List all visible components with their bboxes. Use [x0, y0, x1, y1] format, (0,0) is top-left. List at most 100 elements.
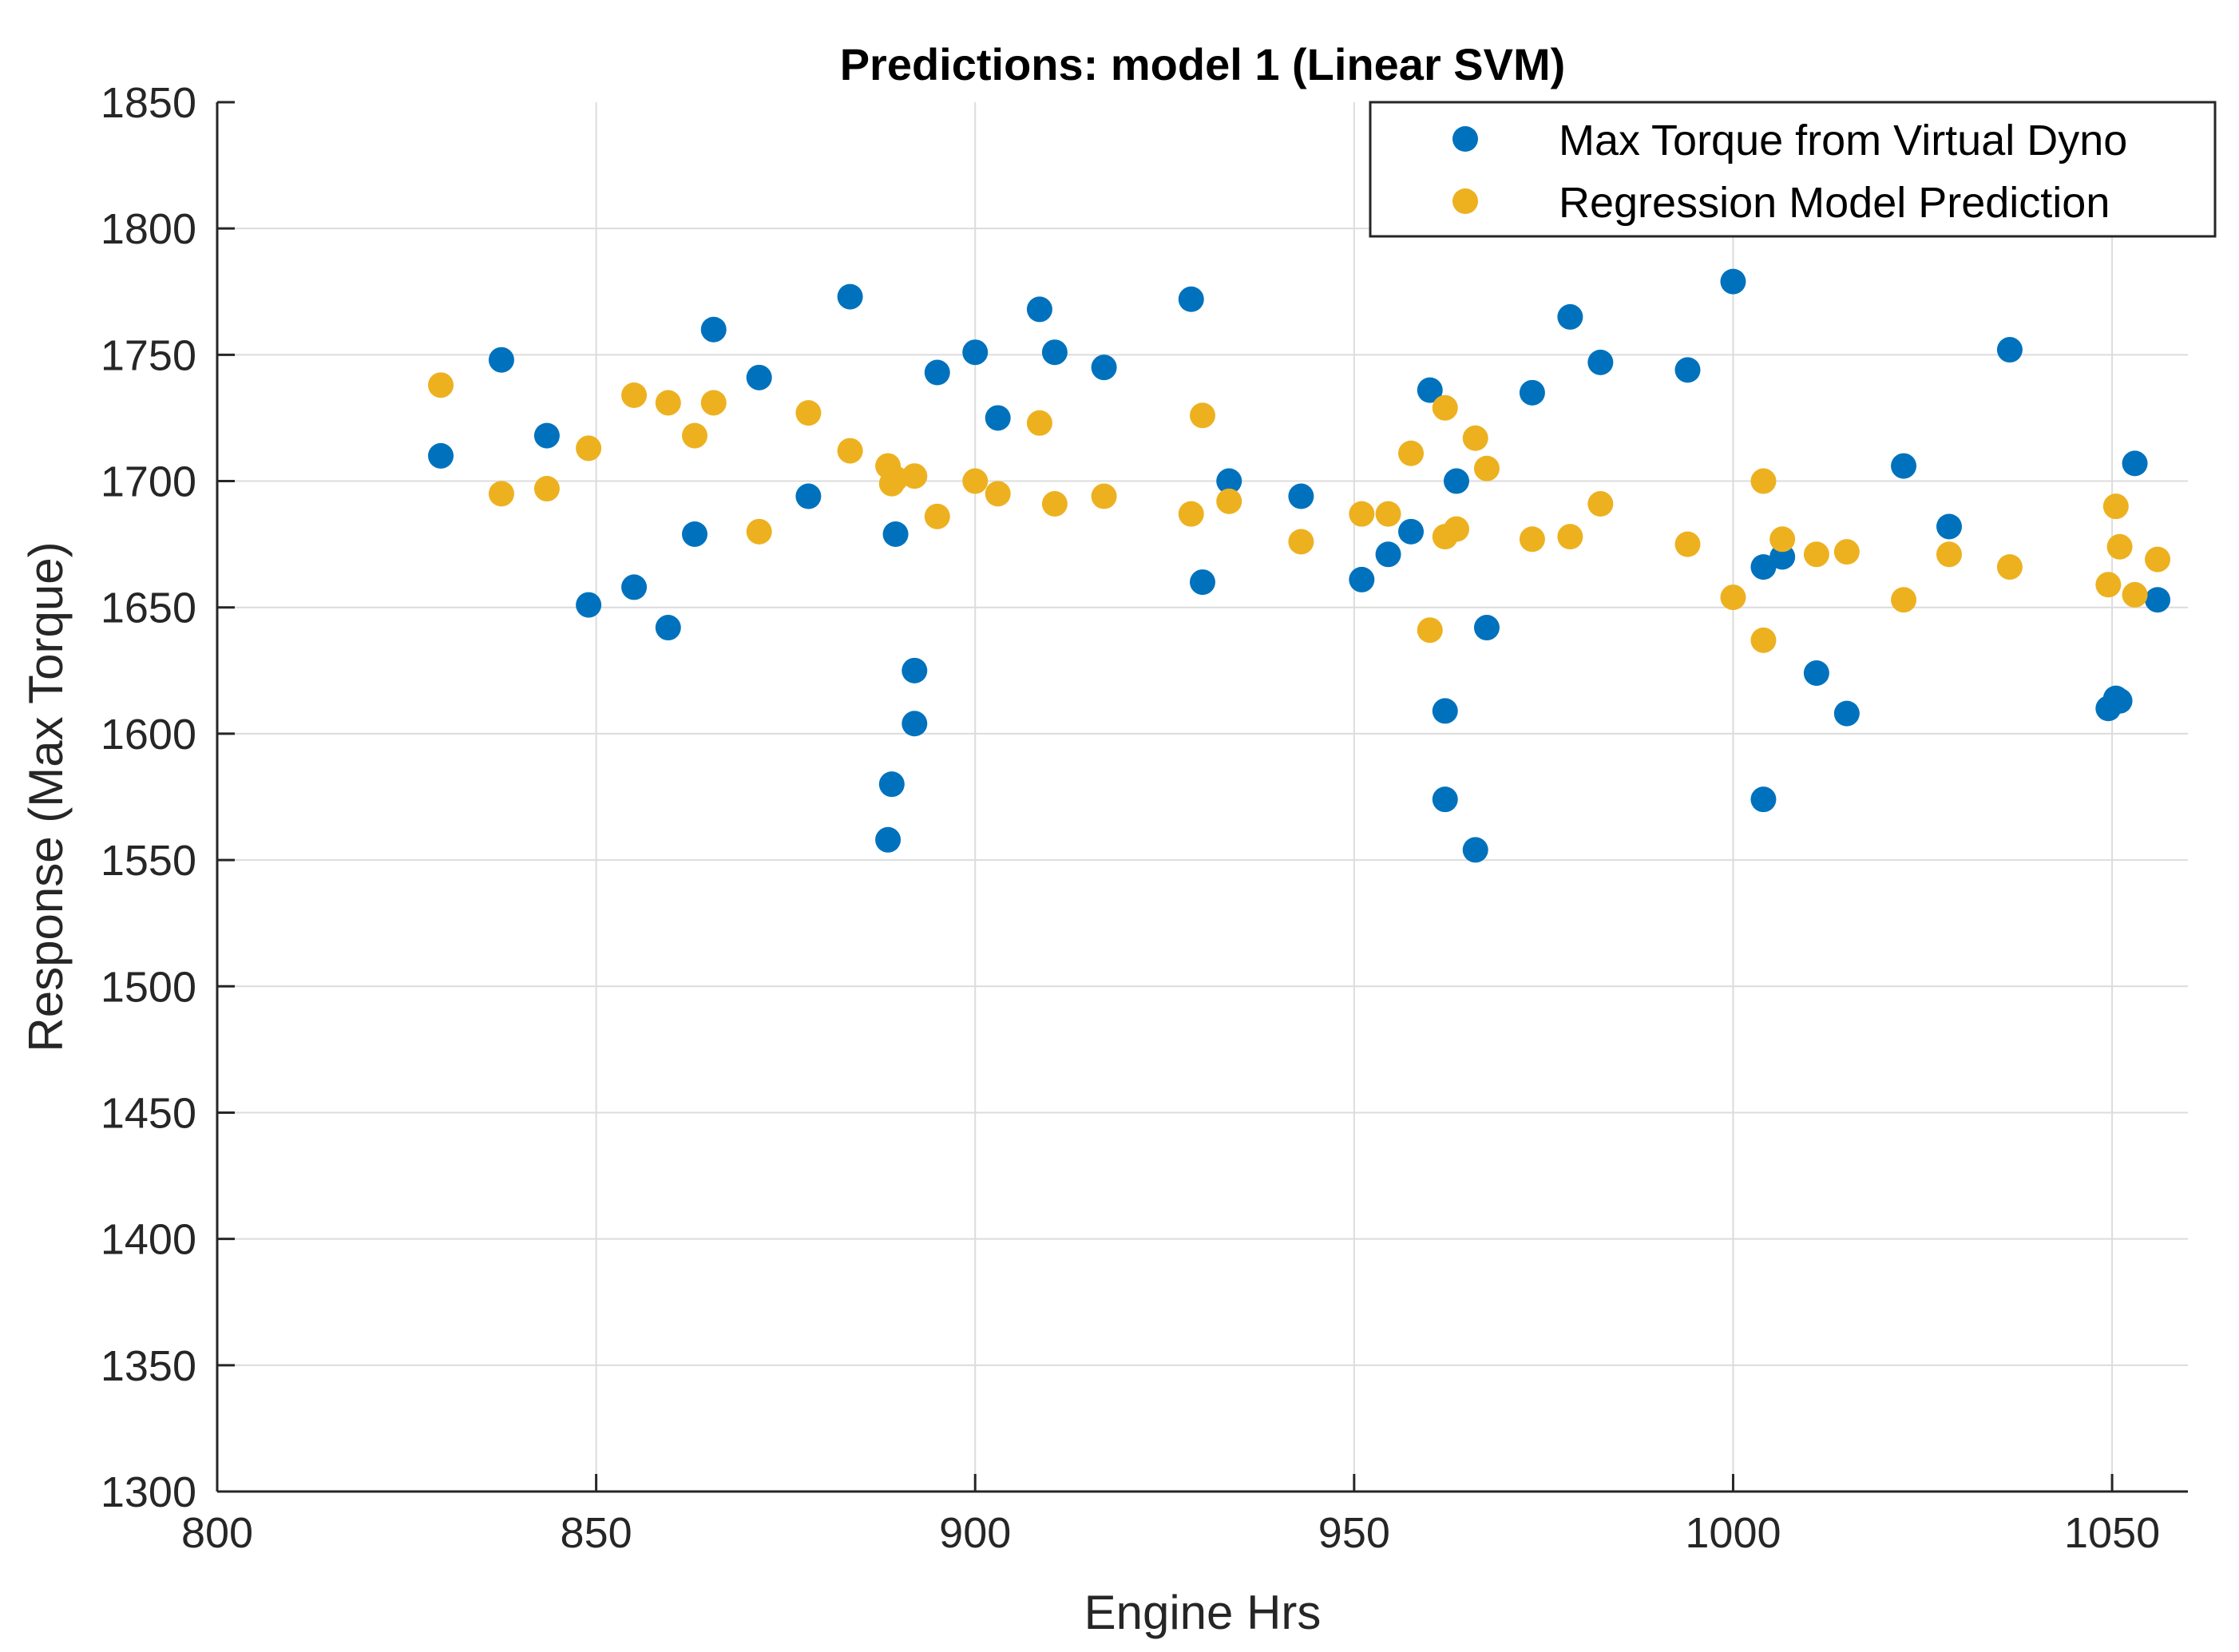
regression-prediction-point — [1769, 526, 1796, 553]
max-torque-point — [1398, 518, 1425, 545]
max-torque-point — [875, 826, 902, 853]
regression-prediction-point — [1190, 402, 1215, 429]
regression-prediction-point — [682, 422, 708, 449]
regression-prediction-point — [2145, 546, 2171, 572]
regression-prediction-point — [1375, 501, 1401, 527]
regression-prediction-point — [488, 481, 514, 507]
x-tick-label: 950 — [1318, 1509, 1390, 1557]
max-torque-point — [1803, 660, 1829, 686]
max-torque-point — [621, 574, 648, 600]
tick-labels: 800 850 900 950 1000 1050 1300 1350 1400 1450 1500… — [101, 79, 2160, 1557]
x-tick-label: 850 — [561, 1509, 632, 1557]
y-tick-label: 1750 — [101, 331, 196, 379]
regression-prediction-point — [2102, 493, 2129, 520]
regression-prediction-point — [1432, 394, 1458, 421]
max-torque-point — [985, 405, 1011, 431]
regression-prediction-point — [882, 465, 909, 492]
max-torque-point — [1750, 786, 1777, 813]
legend-marker-max-torque — [1452, 126, 1478, 152]
y-tick-label: 1450 — [101, 1089, 196, 1137]
max-torque-point — [576, 592, 602, 618]
regression-prediction-point — [621, 382, 648, 408]
max-torque-point — [1587, 349, 1614, 375]
max-torque-point — [882, 521, 909, 547]
regression-prediction-point — [1091, 483, 1117, 509]
legend-box — [1369, 101, 2217, 238]
max-torque-point — [428, 442, 454, 469]
legend: Max Torque from Virtual Dyno Regression … — [1369, 101, 2217, 238]
max-torque-point — [1041, 339, 1068, 366]
regression-prediction-point — [1750, 627, 1777, 653]
max-torque-point — [1462, 837, 1488, 863]
max-torque-point — [655, 615, 681, 641]
regression-prediction-point — [985, 481, 1011, 507]
axes-frame — [216, 101, 2188, 1493]
regression-prediction-point — [533, 476, 560, 502]
max-torque-point — [1674, 357, 1701, 383]
x-tick-label: 1000 — [1685, 1509, 1781, 1557]
x-tick-label: 800 — [181, 1509, 253, 1557]
max-torque-point — [1349, 566, 1375, 592]
max-torque-point — [924, 359, 950, 386]
max-torque-point — [1417, 377, 1443, 403]
regression-prediction-point — [1462, 425, 1488, 451]
regression-prediction-point — [576, 435, 602, 462]
y-tick-label: 1850 — [101, 79, 196, 127]
max-torque-point — [837, 283, 863, 310]
regression-prediction-point — [1398, 440, 1425, 466]
max-torque-point — [1519, 379, 1545, 406]
max-torque-point — [682, 521, 708, 547]
max-torque-point — [1216, 468, 1242, 494]
series-max-torque — [428, 268, 2171, 863]
legend-label-regression-prediction: Regression Model Prediction — [1559, 179, 2110, 227]
x-tick-label: 1050 — [2064, 1509, 2160, 1557]
regression-prediction-point — [1026, 410, 1052, 436]
max-torque-point — [1750, 554, 1777, 580]
regression-prediction-point — [902, 463, 928, 489]
max-torque-point — [1996, 337, 2023, 363]
max-torque-point — [746, 364, 772, 390]
regression-prediction-point — [1216, 488, 1242, 514]
regression-prediction-point — [1443, 516, 1469, 542]
regression-prediction-point — [1178, 501, 1204, 527]
max-torque-point — [795, 483, 822, 509]
regression-prediction-point — [837, 438, 863, 464]
regression-prediction-point — [700, 390, 727, 416]
regression-prediction-point — [1674, 531, 1701, 557]
max-torque-point — [1720, 268, 1746, 295]
max-torque-point — [1190, 569, 1215, 596]
max-torque-point — [1432, 786, 1458, 813]
y-tick-label: 1800 — [101, 205, 196, 253]
y-tick-label: 1300 — [101, 1468, 196, 1516]
chart-title: Predictions: model 1 (Linear SVM) — [840, 39, 1566, 89]
regression-prediction-point — [1750, 468, 1777, 494]
max-torque-point — [2106, 687, 2133, 714]
legend-marker-regression-prediction — [1452, 188, 1478, 214]
max-torque-point — [1891, 453, 1917, 479]
regression-prediction-point — [1833, 539, 1860, 565]
y-tick-label: 1350 — [101, 1342, 196, 1390]
regression-prediction-point — [1473, 455, 1500, 481]
max-torque-point — [1833, 700, 1860, 727]
max-torque-point — [1375, 541, 1401, 568]
regression-prediction-point — [795, 400, 822, 426]
series-regression-prediction — [428, 372, 2171, 653]
max-torque-point — [533, 422, 560, 449]
max-torque-point — [902, 657, 928, 683]
regression-prediction-point — [1996, 554, 2023, 580]
max-torque-point — [2122, 450, 2148, 477]
y-tick-label: 1700 — [101, 458, 196, 506]
y-tick-label: 1650 — [101, 584, 196, 632]
max-torque-point — [1443, 468, 1469, 494]
legend-label-max-torque: Max Torque from Virtual Dyno — [1559, 117, 2127, 164]
max-torque-point — [1288, 483, 1314, 509]
y-tick-label: 1600 — [101, 711, 196, 759]
regression-prediction-point — [962, 468, 989, 494]
max-torque-point — [1026, 296, 1052, 323]
x-axis-label: Engine Hrs — [1084, 1586, 1322, 1639]
plot-area-background — [217, 102, 2188, 1492]
max-torque-point — [488, 347, 514, 373]
regression-prediction-point — [2095, 572, 2122, 598]
max-torque-point — [1473, 615, 1500, 641]
